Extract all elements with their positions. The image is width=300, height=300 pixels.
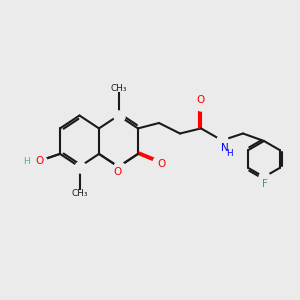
Text: O: O: [157, 159, 165, 170]
Text: CH₃: CH₃: [71, 189, 88, 198]
Text: N: N: [220, 143, 228, 153]
Text: H: H: [24, 158, 30, 166]
Text: O: O: [196, 94, 205, 105]
Text: H: H: [226, 148, 233, 158]
Text: CH₃: CH₃: [110, 84, 127, 93]
Text: F: F: [262, 178, 268, 189]
Text: O: O: [35, 155, 43, 166]
Text: O: O: [114, 167, 122, 177]
